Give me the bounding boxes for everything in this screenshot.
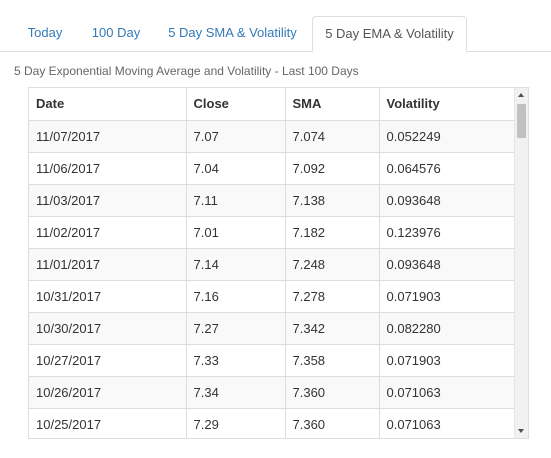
cell-sma: 7.278 (285, 280, 380, 313)
cell-date: 10/27/2017 (29, 344, 187, 377)
cell-sma: 7.092 (285, 152, 380, 185)
cell-volatility: 0.123976 (379, 216, 516, 249)
cell-sma: 7.358 (285, 344, 380, 377)
cell-date: 10/31/2017 (29, 280, 187, 313)
table-row: 11/03/2017 7.11 7.138 0.093648 (29, 184, 516, 217)
cell-close: 7.01 (186, 216, 286, 249)
cell-volatility: 0.071903 (379, 280, 516, 313)
column-header-close[interactable]: Close (186, 88, 286, 121)
cell-sma: 7.138 (285, 184, 380, 217)
table-body: 11/07/2017 7.07 7.074 0.052249 11/06/2017 7.0… (29, 120, 516, 438)
scroll-up-arrow-icon[interactable] (515, 88, 528, 102)
cell-sma: 7.360 (285, 376, 380, 409)
cell-date: 11/02/2017 (29, 216, 187, 249)
table-row: 10/30/2017 7.27 7.342 0.082280 (29, 312, 516, 345)
cell-volatility: 0.071903 (379, 344, 516, 377)
cell-close: 7.34 (186, 376, 286, 409)
cell-sma: 7.074 (285, 120, 380, 153)
cell-date: 11/07/2017 (29, 120, 187, 153)
table-row: 11/01/2017 7.14 7.248 0.093648 (29, 248, 516, 281)
cell-volatility: 0.064576 (379, 152, 516, 185)
scroll-down-arrow-icon[interactable] (515, 424, 528, 438)
cell-sma: 7.360 (285, 408, 380, 438)
cell-date: 10/30/2017 (29, 312, 187, 345)
cell-volatility: 0.052249 (379, 120, 516, 153)
tab-bar-divider (0, 51, 551, 52)
cell-close: 7.11 (186, 184, 286, 217)
table-row: 10/25/2017 7.29 7.360 0.071063 (29, 408, 516, 438)
column-header-volatility[interactable]: Volatility (379, 88, 516, 121)
tab-5-day-ema-volatility[interactable]: 5 Day EMA & Volatility (312, 16, 467, 52)
tab-100-day[interactable]: 100 Day (91, 25, 141, 40)
cell-date: 10/26/2017 (29, 376, 187, 409)
cell-date: 11/01/2017 (29, 248, 187, 281)
tab-today[interactable]: Today (27, 25, 63, 40)
table-header-row: Date Close SMA Volatility (29, 88, 516, 121)
cell-close: 7.29 (186, 408, 286, 438)
tab-5-day-sma-volatility[interactable]: 5 Day SMA & Volatility (168, 25, 297, 40)
cell-volatility: 0.071063 (379, 376, 516, 409)
cell-volatility: 0.082280 (379, 312, 516, 345)
table-scrollbar[interactable] (514, 88, 528, 438)
cell-date: 11/06/2017 (29, 152, 187, 185)
cell-volatility: 0.071063 (379, 408, 516, 438)
cell-volatility: 0.093648 (379, 184, 516, 217)
cell-close: 7.33 (186, 344, 286, 377)
table-row: 10/26/2017 7.34 7.360 0.071063 (29, 376, 516, 409)
cell-sma: 7.342 (285, 312, 380, 345)
data-table-container: Date Close SMA Volatility 11/07/2017 7.07… (28, 87, 529, 439)
cell-close: 7.04 (186, 152, 286, 185)
column-header-sma[interactable]: SMA (285, 88, 380, 121)
cell-sma: 7.248 (285, 248, 380, 281)
cell-sma: 7.182 (285, 216, 380, 249)
cell-close: 7.27 (186, 312, 286, 345)
table-row: 10/31/2017 7.16 7.278 0.071903 (29, 280, 516, 313)
cell-close: 7.14 (186, 248, 286, 281)
table-row: 11/02/2017 7.01 7.182 0.123976 (29, 216, 516, 249)
cell-date: 11/03/2017 (29, 184, 187, 217)
table-row: 10/27/2017 7.33 7.358 0.071903 (29, 344, 516, 377)
cell-date: 10/25/2017 (29, 408, 187, 438)
table-row: 11/07/2017 7.07 7.074 0.052249 (29, 120, 516, 153)
scrollbar-thumb[interactable] (517, 104, 526, 138)
ema-volatility-table: Date Close SMA Volatility 11/07/2017 7.07… (29, 88, 516, 438)
panel-subtitle: 5 Day Exponential Moving Average and Vol… (14, 64, 359, 78)
tab-bar: Today 100 Day 5 Day SMA & Volatility 5 D… (0, 0, 551, 52)
cell-close: 7.16 (186, 280, 286, 313)
column-header-date[interactable]: Date (29, 88, 187, 121)
table-row: 11/06/2017 7.04 7.092 0.064576 (29, 152, 516, 185)
cell-volatility: 0.093648 (379, 248, 516, 281)
cell-close: 7.07 (186, 120, 286, 153)
